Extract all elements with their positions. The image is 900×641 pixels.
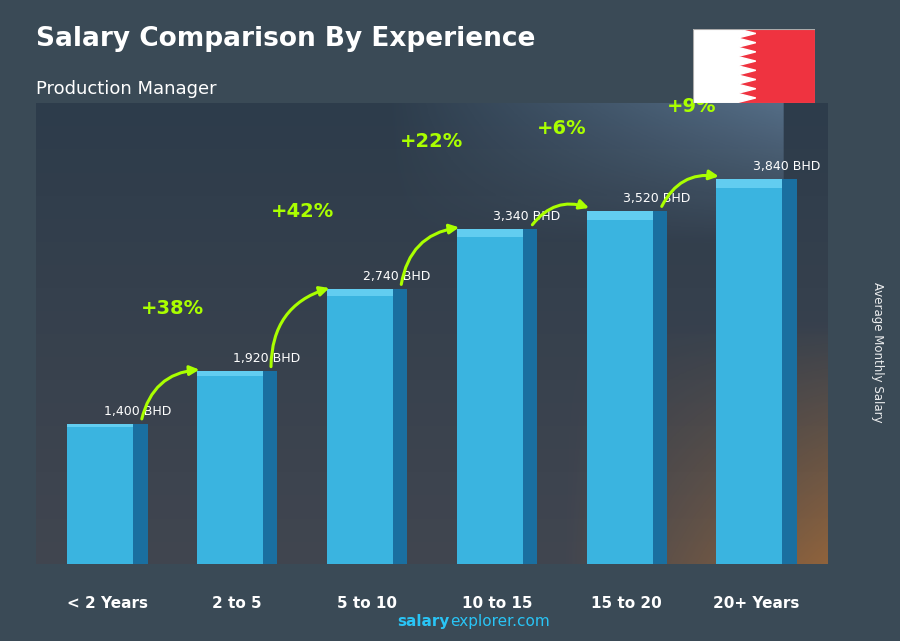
Polygon shape: [737, 47, 756, 56]
Text: Production Manager: Production Manager: [36, 80, 217, 98]
Text: salary: salary: [398, 615, 450, 629]
Polygon shape: [737, 84, 756, 94]
Bar: [693, 29, 737, 103]
Bar: [263, 371, 277, 564]
Bar: [197, 371, 263, 564]
Bar: [456, 229, 523, 564]
Polygon shape: [737, 94, 756, 103]
Bar: [587, 211, 652, 564]
Bar: [716, 179, 782, 188]
Bar: [523, 229, 537, 564]
Bar: [133, 424, 148, 564]
Bar: [737, 29, 814, 103]
Text: 1,400 BHD: 1,400 BHD: [104, 404, 171, 417]
Text: +9%: +9%: [667, 97, 716, 115]
Bar: [327, 289, 392, 296]
Text: 2 to 5: 2 to 5: [212, 596, 262, 611]
Text: 15 to 20: 15 to 20: [591, 596, 662, 611]
Polygon shape: [737, 38, 756, 47]
Text: 3,340 BHD: 3,340 BHD: [493, 210, 561, 223]
Text: Average Monthly Salary: Average Monthly Salary: [871, 282, 884, 423]
Text: 5 to 10: 5 to 10: [338, 596, 397, 611]
Text: +6%: +6%: [537, 119, 587, 138]
Polygon shape: [737, 56, 756, 66]
Text: 10 to 15: 10 to 15: [462, 596, 532, 611]
Bar: [782, 179, 796, 564]
Text: 1,920 BHD: 1,920 BHD: [233, 353, 301, 365]
Bar: [68, 424, 133, 564]
Bar: [652, 211, 667, 564]
Bar: [456, 229, 523, 237]
Polygon shape: [737, 29, 756, 38]
Polygon shape: [737, 75, 756, 84]
Text: < 2 Years: < 2 Years: [67, 596, 148, 611]
Bar: [587, 211, 652, 220]
Text: 2,740 BHD: 2,740 BHD: [364, 270, 430, 283]
Bar: [327, 289, 392, 564]
Bar: [197, 371, 263, 376]
Text: +42%: +42%: [271, 202, 334, 221]
Text: +38%: +38%: [140, 299, 204, 319]
Text: explorer.com: explorer.com: [450, 615, 550, 629]
Text: Salary Comparison By Experience: Salary Comparison By Experience: [36, 26, 536, 52]
Text: +22%: +22%: [400, 131, 464, 151]
Bar: [392, 289, 408, 564]
Text: 20+ Years: 20+ Years: [714, 596, 800, 611]
Text: 3,520 BHD: 3,520 BHD: [623, 192, 690, 205]
Bar: [68, 424, 133, 427]
Polygon shape: [737, 66, 756, 75]
Text: 3,840 BHD: 3,840 BHD: [752, 160, 820, 173]
Bar: [716, 179, 782, 564]
